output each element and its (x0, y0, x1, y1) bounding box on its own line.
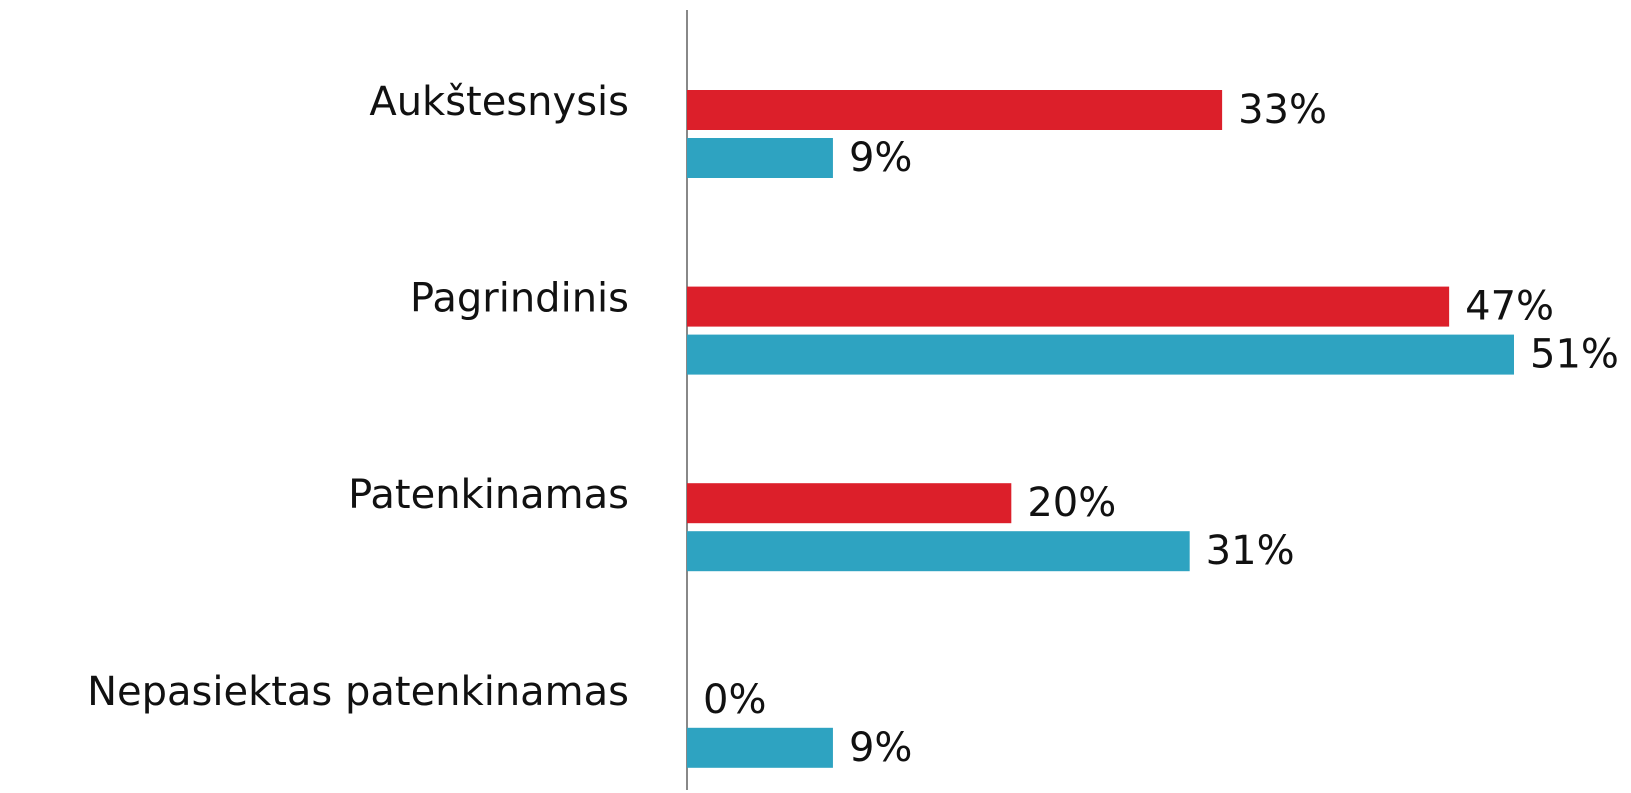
bar (687, 90, 1223, 130)
value-label: 33% (1238, 87, 1327, 133)
bar (687, 727, 833, 768)
category-label: Nepasiektas patenkinamas (87, 669, 629, 715)
bar (687, 334, 1514, 375)
value-label: 31% (1206, 528, 1295, 574)
value-label: 47% (1465, 284, 1554, 330)
bar (687, 483, 1012, 524)
value-label: 0% (703, 677, 766, 723)
bar (687, 286, 1450, 327)
category-label: Patenkinamas (348, 472, 629, 518)
category-label: Pagrindinis (410, 276, 629, 322)
value-label: 9% (849, 725, 912, 771)
value-label: 9% (849, 135, 912, 181)
bar (687, 531, 1190, 572)
category-label: Aukštesnysis (369, 79, 629, 125)
value-label: 20% (1027, 480, 1116, 526)
bar (687, 138, 833, 178)
value-label: 51% (1530, 332, 1619, 378)
